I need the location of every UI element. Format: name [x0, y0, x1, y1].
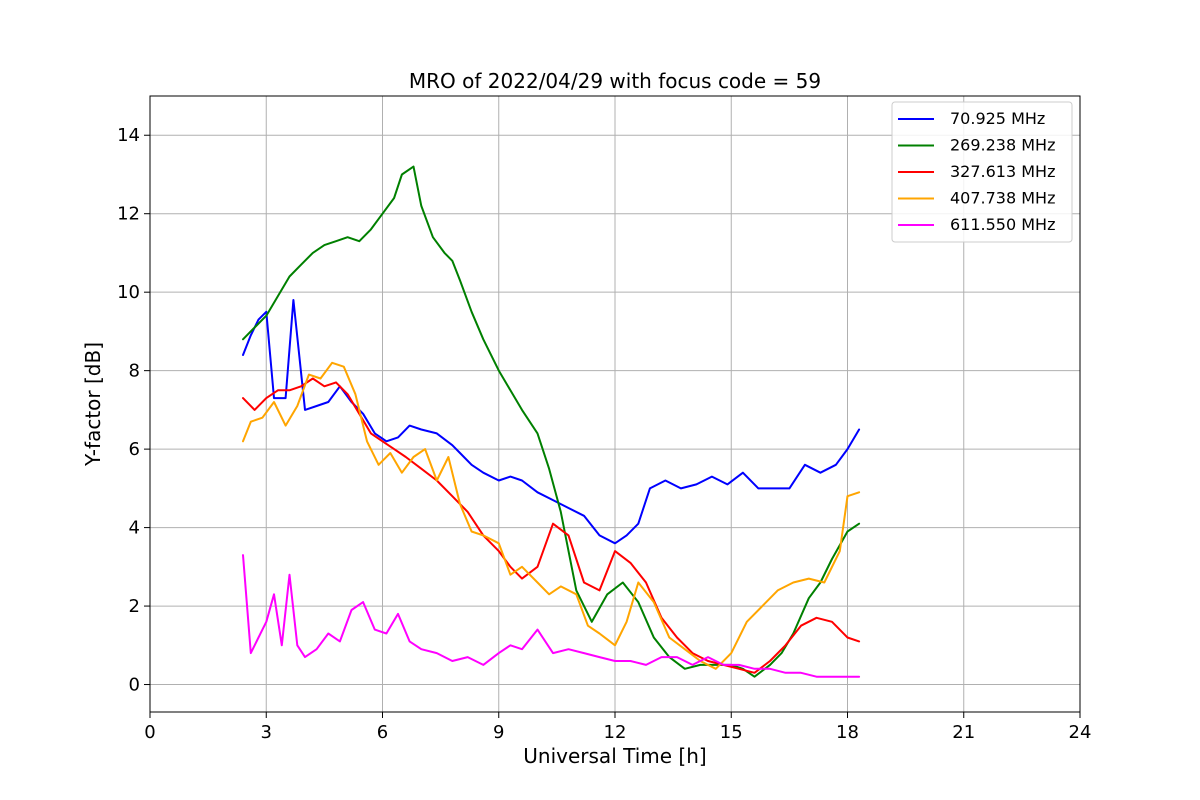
series-line-0: [242, 299, 861, 545]
chart-title: MRO of 2022/04/29 with focus code = 59: [409, 69, 821, 93]
legend-label-4: 611.550 MHz: [950, 215, 1055, 234]
legend-box: [891, 101, 1073, 243]
legend-label-2: 327.613 MHz: [950, 162, 1055, 181]
x-tick-label: 15: [720, 722, 743, 743]
x-axis-label: Universal Time [h]: [523, 744, 706, 768]
legend: 70.925 MHz 269.238 MHz 327.613 MHz 407.738 …: [891, 101, 1073, 243]
legend-label-0: 70.925 MHz: [950, 109, 1045, 128]
y-tick-label: 12: [117, 204, 140, 225]
y-tick-label: 10: [117, 282, 140, 303]
y-tick-label: 8: [129, 361, 140, 382]
series-line-2: [242, 377, 861, 674]
series-line-4: [242, 554, 861, 678]
legend-label-1: 269.238 MHz: [950, 136, 1055, 155]
x-tick-label: 21: [952, 722, 975, 743]
x-tick-label: 0: [144, 722, 155, 743]
series-line-1: [242, 165, 861, 678]
x-tick-label: 6: [377, 722, 388, 743]
legend-label-3: 407.738 MHz: [950, 189, 1055, 208]
series-group: [242, 165, 861, 678]
y-axis-label: Y-factor [dB]: [81, 342, 105, 467]
x-tick-label: 18: [836, 722, 859, 743]
x-tick-label: 3: [261, 722, 272, 743]
x-tick-label: 9: [493, 722, 504, 743]
y-tick-label: 6: [129, 439, 140, 460]
y-tick-label: 0: [129, 675, 140, 696]
y-tick-label: 14: [117, 125, 140, 146]
y-tick-label: 2: [129, 596, 140, 617]
y-tick-label: 4: [129, 518, 140, 539]
series-line-3: [242, 361, 861, 670]
x-tick-label: 24: [1069, 722, 1092, 743]
x-tick-label: 12: [604, 722, 627, 743]
